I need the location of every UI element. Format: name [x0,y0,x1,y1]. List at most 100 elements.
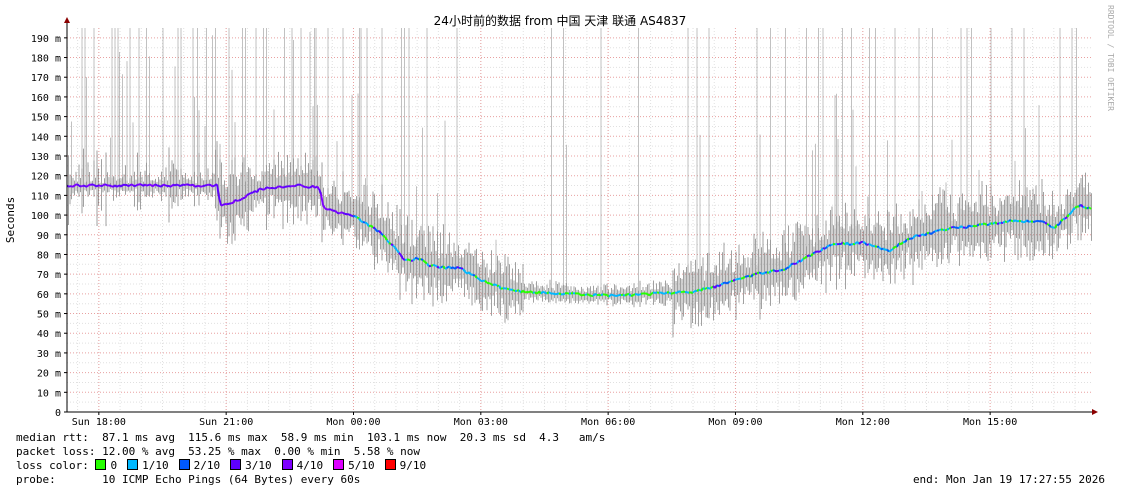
median-rtt-segment [530,290,534,294]
median-rtt-segment [722,281,726,285]
median-rtt-segment [996,222,1000,225]
median-rtt-segment [1020,220,1024,224]
median-rtt-segment [120,184,124,188]
loss-color-label: loss color: [16,459,89,472]
median-rtt-segment [928,231,932,236]
median-rtt-segment [222,203,226,206]
median-rtt-segment [110,185,114,188]
median-rtt-segment [364,221,368,225]
median-rtt-segment [204,184,208,187]
median-rtt-segment [758,271,762,275]
median-rtt-segment [728,280,732,284]
median-rtt-segment [630,294,634,297]
median-rtt-segment [422,259,426,263]
median-rtt-segment [474,275,478,279]
median-rtt-segment [144,183,148,187]
median-rtt-segment [948,226,952,230]
median-rtt-segment [472,273,476,277]
median-rtt-segment [866,243,870,247]
median-rtt-segment [660,291,664,295]
median-rtt-segment [94,184,98,188]
median-rtt-segment [200,185,204,188]
median-rtt-segment [488,282,492,285]
median-rtt-segment [86,184,90,188]
y-tick-label: 140 m [31,132,61,143]
loss-legend-item: 2/10 [178,459,220,472]
y-axis-label: Seconds [4,197,17,243]
y-axis-arrow [64,17,70,23]
median-rtt-segment [668,291,672,295]
y-tick-label: 50 m [37,310,61,321]
median-rtt-segment [290,184,294,188]
median-rtt-segment [412,257,416,262]
loss-legend-label: 0 [110,459,118,472]
median-rtt-segment [556,292,560,295]
median-rtt-segment [1012,219,1016,223]
median-rtt-segment [802,257,806,260]
median-rtt-segment [1054,224,1058,229]
median-rtt-segment [932,230,936,234]
median-rtt-segment [528,290,532,294]
y-tick-label: 130 m [31,152,61,163]
y-tick-label: 150 m [31,113,61,124]
median-rtt-segment [858,241,862,245]
median-rtt-segment [350,214,354,218]
y-tick-label: 80 m [37,250,61,261]
median-rtt-segment [152,183,156,188]
median-rtt-segment [998,221,1002,225]
median-rtt-segment [126,184,130,188]
median-rtt-segment [466,271,470,275]
median-rtt-segment [540,290,544,295]
median-rtt-segment [272,186,276,190]
median-rtt-segment [220,203,224,207]
median-rtt-segment [266,186,270,190]
median-rtt-segment [118,184,122,188]
median-rtt-segment [456,265,460,269]
median-rtt-segment [280,185,284,189]
median-rtt-segment [960,225,964,229]
loss-legend-item: 0 [95,459,117,472]
median-rtt-segment [308,186,312,189]
median-rtt-segment [80,184,84,188]
median-rtt-segment [378,230,382,234]
median-rtt-segment [154,183,158,187]
median-rtt-segment [882,247,886,251]
median-rtt-segment [1058,220,1062,226]
median-rtt-segment [384,236,388,241]
median-rtt-segment [816,250,820,253]
median-rtt-segment [726,281,730,285]
median-rtt-segment [652,291,656,294]
loss-legend-item: 1/10 [127,459,169,472]
median-rtt-segment [676,290,680,294]
median-rtt-segment [74,183,78,186]
loss-legend-label: 4/10 [296,459,324,472]
median-rtt-segment [366,222,370,228]
median-rtt-segment [968,224,972,228]
median-rtt-segment [874,245,878,248]
median-rtt-segment [544,291,548,295]
loss-color-swatch [230,459,242,470]
median-rtt-segment [1068,212,1072,216]
median-rtt-segment [492,283,496,287]
median-rtt-segment [294,183,298,188]
median-rtt-segment [1024,219,1028,223]
median-rtt-segment [464,270,468,275]
median-rtt-segment [588,294,592,297]
median-rtt-segment [766,271,770,274]
median-rtt-segment [714,284,718,289]
median-rtt-segment [780,268,784,272]
median-rtt-segment [132,184,136,188]
median-rtt-segment [142,183,146,187]
median-rtt-segment [586,293,590,296]
median-rtt-segment [244,194,248,199]
median-rtt-segment [770,269,774,272]
median-rtt-segment [114,184,118,188]
median-rtt-segment [1084,206,1088,210]
median-rtt-segment [942,228,946,232]
median-rtt-stats: median rtt: 87.1 ms avg 115.6 ms max 58.… [16,431,606,444]
median-rtt-segment [944,228,948,232]
median-rtt-segment [820,247,824,252]
median-rtt-segment [368,224,372,228]
median-rtt-segment [920,233,924,237]
median-rtt-segment [1044,221,1048,225]
